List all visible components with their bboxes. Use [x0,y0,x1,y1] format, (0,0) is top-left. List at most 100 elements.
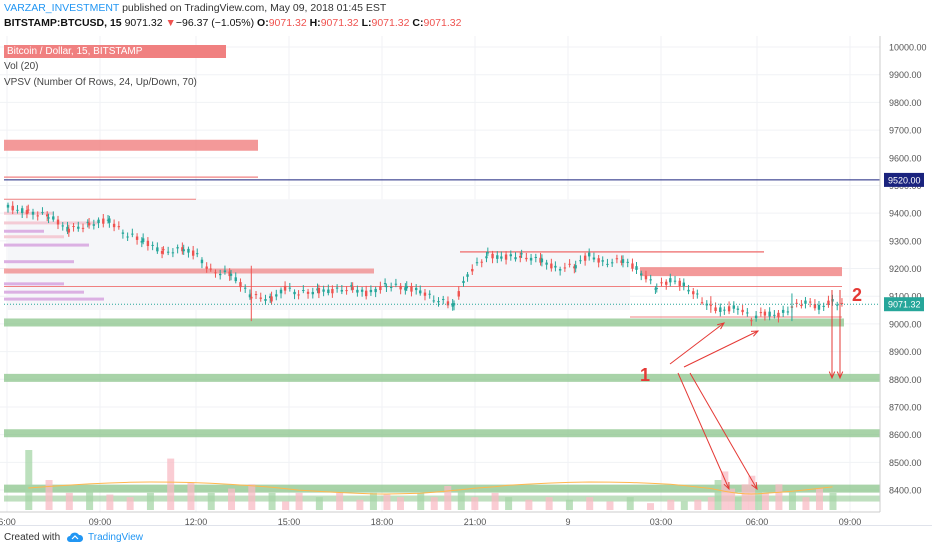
volume-bar [25,450,33,510]
legend-vpsv[interactable]: VPSV (Number Of Rows, 24, Up/Down, 70) [4,77,197,88]
candle-body [568,263,571,265]
candle-body [786,311,790,313]
candle-body [601,260,604,262]
legend-symbol[interactable]: Bitcoin / Dollar, 15, BITSTAMP [4,45,226,58]
volume-bar [829,492,837,510]
candle-body [466,274,469,277]
annotation-label: 2 [852,285,862,305]
candle-body [687,289,690,292]
candle-body [519,255,522,258]
candle-body [102,218,105,224]
volume-bar [295,492,303,510]
volume-bar [356,499,364,510]
c-label: C: [412,17,424,29]
x-tick-label: 09:00 [89,517,112,525]
o-value: 9071.32 [268,17,307,29]
candle-body [106,219,110,221]
candle-body [781,309,785,313]
red-zone [640,267,842,277]
candle-body [283,285,287,291]
candle-body [20,208,24,214]
volume-bar [146,492,154,510]
candle-body [696,293,699,295]
candle-body [649,279,652,281]
candle-body [27,209,30,211]
y-tick-label: 8500.00 [889,458,922,468]
candle-body [442,299,445,301]
candle-body [574,265,577,269]
candle-body [768,311,771,317]
y-tick-label: 9100.00 [889,292,922,302]
candle-body [631,263,634,269]
candle-body [223,270,227,273]
volume-bar [505,497,513,510]
h-value: 9071.32 [320,17,359,29]
volume-bar [167,458,175,510]
candle-body [491,253,494,259]
candle-body [187,248,190,253]
candle-body [244,287,247,289]
candle-body [269,296,272,298]
candle-body [364,290,368,297]
l-label: L: [361,17,372,29]
candle-body [432,300,435,302]
author-link[interactable]: VARZAR_INVESTMENT [4,2,120,14]
candle-body [669,278,672,283]
candle-body [840,302,844,304]
ohlc-line: BITSTAMP:BTCUSD, 15 9071.32 ▼−96.37 (−1.… [4,17,461,30]
candle-body [597,258,600,263]
candle-body [259,297,262,299]
green-zone [4,373,880,382]
candle-body [405,286,408,289]
candle-body [351,287,354,290]
candle-body [31,211,35,215]
candle-body [317,287,321,294]
y-tick-label: 9700.00 [889,126,922,136]
candle-body [414,287,418,291]
volume-bar [65,492,73,510]
candle-body [239,282,242,288]
candle-body [61,225,64,227]
annotation-arrow [677,372,730,490]
candle-body [520,253,523,255]
x-tick-label: 03:00 [650,517,673,525]
candle-body [610,262,614,264]
candle-body [428,293,431,295]
volume-bar [45,480,53,510]
volume-profile-bar [4,282,64,286]
candle-body [635,266,638,270]
candle-body [558,269,562,271]
candle-body [836,304,839,306]
volume-bar [680,501,688,510]
published-text: published on TradingView.com, May 09, 20… [122,2,387,14]
candle-body [804,300,807,304]
red-zone [4,268,374,274]
candle-body [827,300,830,306]
volume-bar [761,492,769,510]
candle-body [660,282,663,284]
candle-body [514,257,517,260]
legend-volume[interactable]: Vol (20) [4,61,39,72]
candle-body [385,286,388,288]
tradingview-link[interactable]: TradingView [88,532,144,543]
x-tick-label: 15:00 [278,517,301,525]
footer: Created with TradingView [0,525,932,551]
candle-body [777,312,780,318]
volume-bar [268,492,276,510]
volume-bar [815,488,823,510]
candle-body [383,283,387,285]
volume-bar [336,492,344,510]
red-zone [4,139,258,151]
candle-body [665,281,668,285]
candle-body [275,294,278,297]
candle-body [311,291,314,295]
candle-body [86,221,89,223]
candle-body [81,227,85,229]
volume-bar [714,480,722,510]
candle-body [741,309,744,313]
x-tick-label: 12:00 [185,517,208,525]
candle-body [234,277,237,282]
candle-body [700,302,704,304]
tradingview-logo-icon [67,532,84,542]
price-chart[interactable]: 1 2 10000.00 9900.00 9800.00 9700.00 9600.00 9… [0,34,932,525]
